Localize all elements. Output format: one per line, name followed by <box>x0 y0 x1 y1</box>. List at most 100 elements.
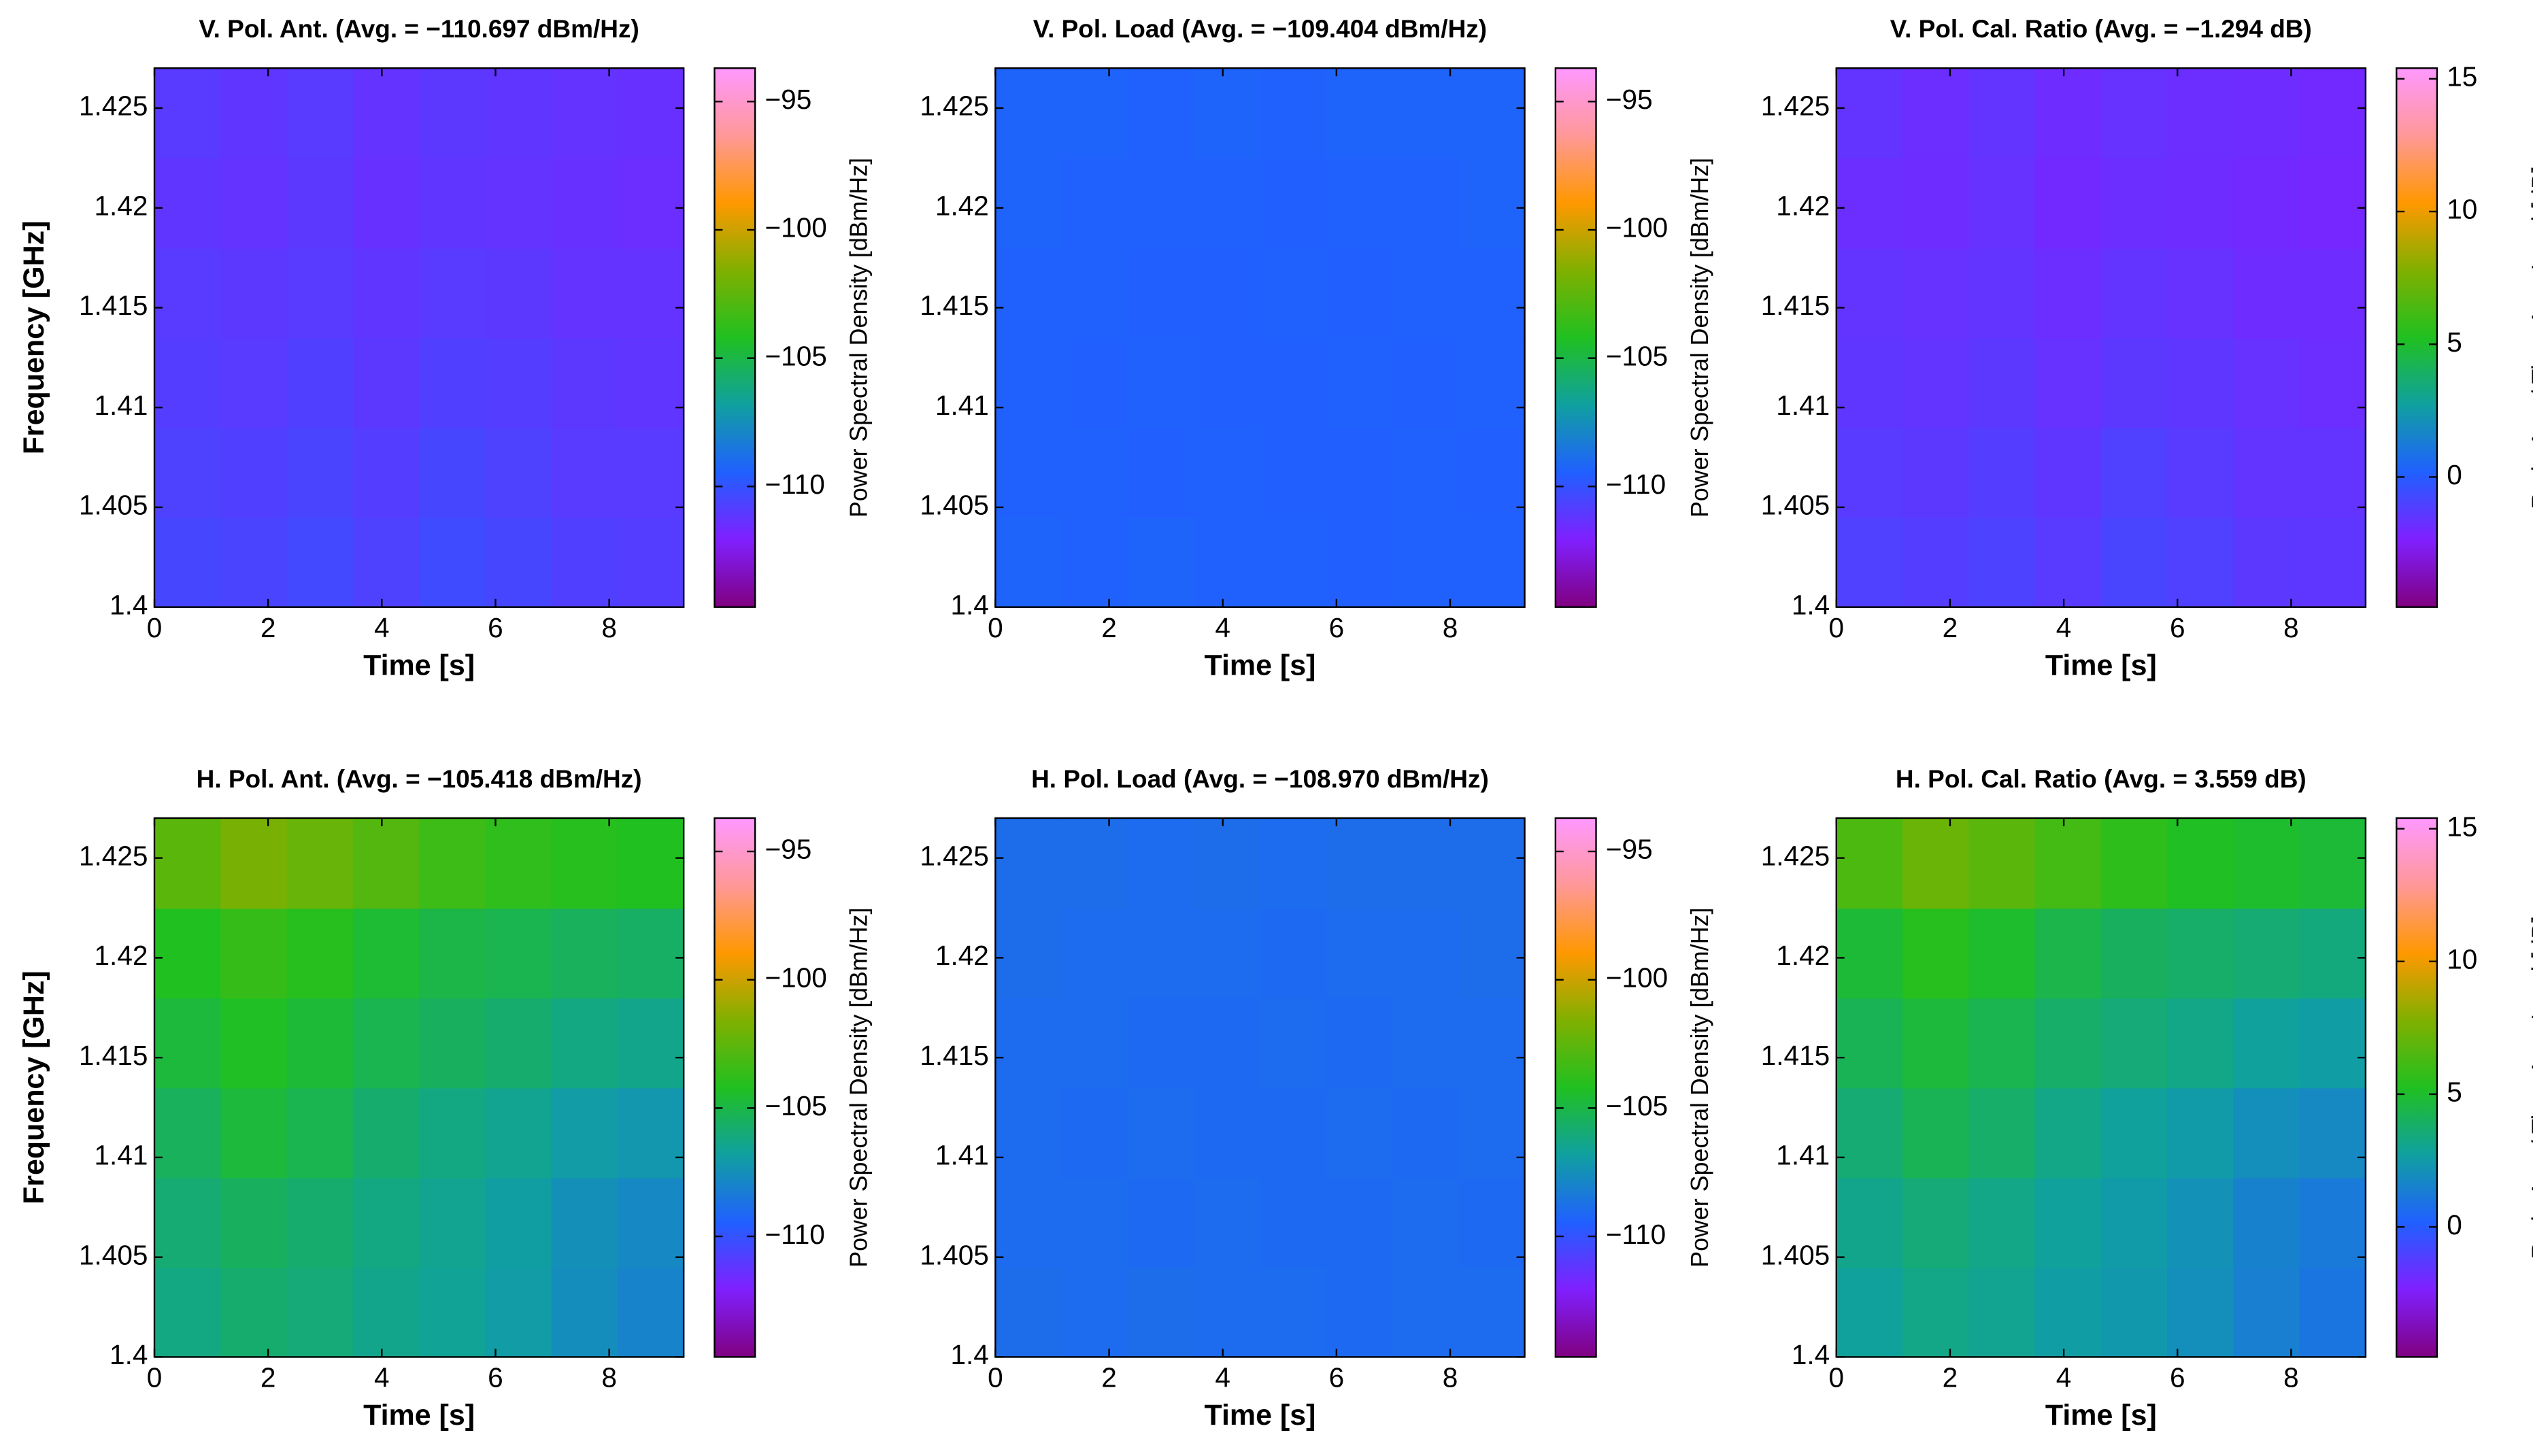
heatmap-cell <box>485 248 552 339</box>
heatmap-cell <box>485 817 552 909</box>
heatmap-cell <box>1968 158 2036 249</box>
heatmap-cell <box>352 817 420 909</box>
y-tick-label: 1.4 <box>110 1339 148 1370</box>
heatmap-cell <box>419 248 486 339</box>
heatmap-cell <box>1458 1177 1526 1268</box>
heatmap-cell <box>286 517 354 608</box>
y-tick-label: 1.415 <box>79 290 148 321</box>
x-tick-label: 0 <box>1829 1362 1845 1393</box>
y-tick-label: 1.425 <box>79 840 148 871</box>
heatmap-cell <box>1061 1267 1129 1358</box>
heatmap-cell <box>1260 427 1327 518</box>
heatmap-cell <box>1458 158 1526 249</box>
heatmap-cell <box>2167 1267 2234 1358</box>
heatmap-cell <box>2167 337 2234 428</box>
heatmap-cell <box>1260 158 1327 249</box>
heatmap-cell <box>995 908 1062 999</box>
heatmap-cell <box>551 248 619 339</box>
heatmap-cell <box>995 1087 1062 1179</box>
heatmap-cell <box>1061 1177 1129 1268</box>
axes-box <box>1835 817 2367 1358</box>
heatmap-cell <box>1392 517 1460 608</box>
y-tick-label: 1.405 <box>79 1239 148 1270</box>
x-axis-label: Time [s] <box>1204 1399 1315 1432</box>
heatmap-cell <box>2167 248 2234 339</box>
heatmap-cell <box>2299 817 2367 909</box>
heatmap-cell <box>485 158 552 249</box>
y-tick-label: 1.4 <box>950 1339 988 1370</box>
y-tick-label: 1.41 <box>935 390 989 421</box>
heatmap-cell <box>1836 337 1904 428</box>
y-tick-label: 1.41 <box>1776 1140 1830 1171</box>
heatmap-cell <box>352 1177 420 1268</box>
colorbar-tick-label: −95 <box>1606 84 1653 115</box>
heatmap-cell <box>1392 1087 1460 1179</box>
heatmap-cell <box>2299 337 2367 428</box>
heatmap-cell <box>1326 337 1394 428</box>
heatmap-cell <box>1836 1267 1904 1358</box>
x-tick-label: 2 <box>1101 612 1117 643</box>
heatmap-cell <box>154 248 222 339</box>
heatmap-cell <box>419 908 486 999</box>
heatmap-cell <box>1194 1087 1261 1179</box>
heatmap-cell <box>2100 817 2168 909</box>
heatmap-cell <box>1968 1267 2036 1358</box>
y-tick-label: 1.4 <box>950 589 988 620</box>
heatmap-cell <box>1902 998 1970 1089</box>
heatmap-cell <box>419 998 486 1089</box>
heatmap-cell <box>1326 998 1394 1089</box>
colorbar-label: Power Spectral Density [dBm/Hz] <box>845 158 873 518</box>
heatmap-cell <box>1061 248 1129 339</box>
heatmap-cell <box>352 68 420 159</box>
heatmap-cell <box>1260 1177 1327 1268</box>
x-tick-label: 6 <box>2170 612 2185 643</box>
heatmap-cell <box>2034 998 2102 1089</box>
heatmap-cell <box>2034 158 2102 249</box>
heatmap-cell <box>2299 158 2367 249</box>
heatmap-cell <box>1968 427 2036 518</box>
heatmap-cell <box>1061 68 1129 159</box>
y-tick-label: 1.41 <box>95 390 148 421</box>
heatmap-cell <box>1902 1177 1970 1268</box>
y-tick-label: 1.41 <box>95 1140 148 1171</box>
heatmap-cell <box>2299 1087 2367 1179</box>
heatmap-cell <box>2167 517 2234 608</box>
heatmap-cell <box>1902 158 1970 249</box>
heatmap-cell <box>2299 427 2367 518</box>
heatmap-cell <box>352 427 420 518</box>
heatmap-cell <box>2233 427 2300 518</box>
heatmap-cell <box>551 337 619 428</box>
heatmap-cell <box>2233 248 2300 339</box>
heatmap-cell <box>1392 817 1460 909</box>
heatmap-cell <box>995 1177 1062 1268</box>
heatmap-cell <box>1458 998 1526 1089</box>
x-tick-label: 8 <box>601 1362 617 1393</box>
heatmap-cell <box>1061 337 1129 428</box>
heatmap-cell <box>1392 1177 1460 1268</box>
heatmap-cell <box>2100 1177 2168 1268</box>
y-tick-label: 1.405 <box>1761 490 1830 521</box>
heatmap-cell <box>1061 998 1129 1089</box>
heatmap-cell <box>995 1267 1062 1358</box>
heatmap-cell <box>2299 517 2367 608</box>
x-tick-label: 0 <box>988 612 1003 643</box>
heatmap-cell <box>1194 908 1261 999</box>
heatmap-cell <box>2034 1267 2102 1358</box>
heatmap-cell <box>485 1177 552 1268</box>
heatmap-cell <box>1458 1267 1526 1358</box>
heatmap-cell <box>2100 248 2168 339</box>
heatmap-cell <box>2100 68 2168 159</box>
colorbar-tick-label: −105 <box>765 340 826 371</box>
heatmap-cell <box>1127 158 1195 249</box>
heatmap-cell <box>551 998 619 1089</box>
heatmap-cell <box>220 1177 288 1268</box>
colorbar-label: Power Spectral Density [dBm/Hz] <box>1686 908 1713 1268</box>
heatmap-cell <box>1458 908 1526 999</box>
x-tick-label: 4 <box>374 612 390 643</box>
heatmap-cell <box>1836 817 1904 909</box>
heatmap-cell <box>1127 517 1195 608</box>
y-tick-label: 1.4 <box>1792 1339 1830 1370</box>
colorbar-tick-label: −95 <box>765 84 811 115</box>
heatmap-cell <box>1326 68 1394 159</box>
heatmap-cell <box>2167 68 2234 159</box>
